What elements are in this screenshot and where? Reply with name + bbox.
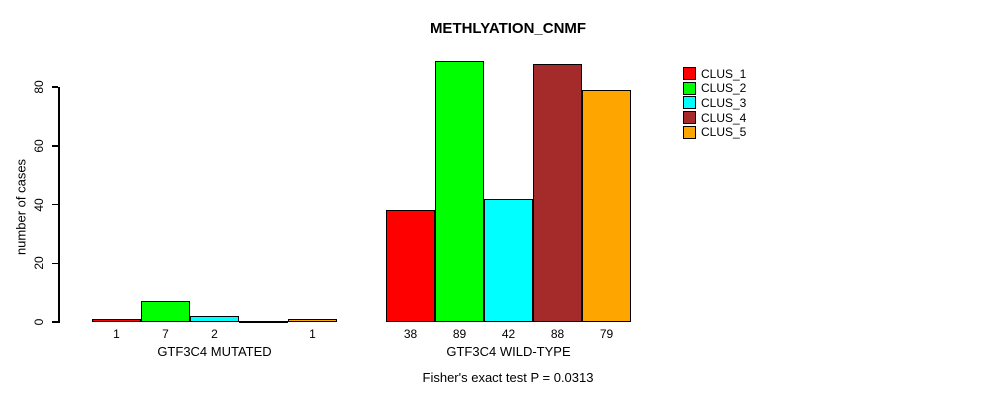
bar-clus_1: [386, 210, 435, 322]
y-tick-label: 40: [32, 197, 46, 212]
y-axis-line: [58, 87, 60, 323]
y-tick-mark: [52, 145, 58, 147]
bar-clus_5: [582, 89, 631, 322]
legend-swatch-clus_3: [683, 96, 696, 110]
y-tick-mark: [52, 321, 58, 323]
bar-clus_2: [141, 301, 190, 322]
bar-value: 1: [309, 327, 316, 341]
legend-swatch-clus_1: [683, 67, 696, 80]
legend-swatch-clus_5: [683, 125, 696, 139]
legend-swatch-clus_2: [683, 81, 696, 95]
legend-label: CLUS_2: [701, 81, 747, 96]
bar-value: 79: [599, 327, 614, 341]
bar-value: 38: [403, 327, 418, 341]
bar-clus_5: [288, 319, 337, 322]
y-axis-label: number of cases: [13, 158, 29, 256]
y-tick-mark: [52, 203, 58, 206]
y-tick-label: 0: [32, 318, 46, 326]
bar-clus_3: [190, 316, 239, 322]
bar-value: 42: [501, 327, 516, 341]
bar-value: 1: [113, 327, 120, 341]
legend-label: CLUS_4: [701, 110, 747, 125]
bar-value: 89: [452, 327, 467, 341]
legend-label: CLUS_3: [701, 95, 747, 110]
bar-value: 2: [211, 327, 218, 341]
annotation-text: Fisher's exact test P = 0.0313: [422, 370, 594, 385]
legend-swatch-clus_4: [683, 111, 696, 125]
y-tick-mark: [52, 86, 58, 88]
y-tick-mark: [52, 262, 58, 264]
group-label: GTF3C4 WILD-TYPE: [446, 344, 571, 359]
y-tick-label: 20: [32, 256, 46, 270]
chart-title: METHLYATION_CNMF: [429, 20, 587, 37]
bar-value: 88: [550, 327, 565, 341]
group-label: GTF3C4 MUTATED: [157, 344, 272, 359]
bar-value: 7: [162, 327, 169, 341]
legend-label: CLUS_5: [701, 125, 747, 140]
bar-clus_4-zero: [239, 321, 288, 323]
y-tick-label: 60: [32, 139, 46, 153]
bar-clus_1: [92, 319, 141, 322]
y-tick-label: 80: [32, 80, 46, 94]
legend-label: CLUS_1: [701, 66, 747, 81]
bar-clus_2: [435, 60, 484, 322]
bar-clus_4: [533, 63, 582, 322]
bar-clus_3: [484, 198, 533, 322]
